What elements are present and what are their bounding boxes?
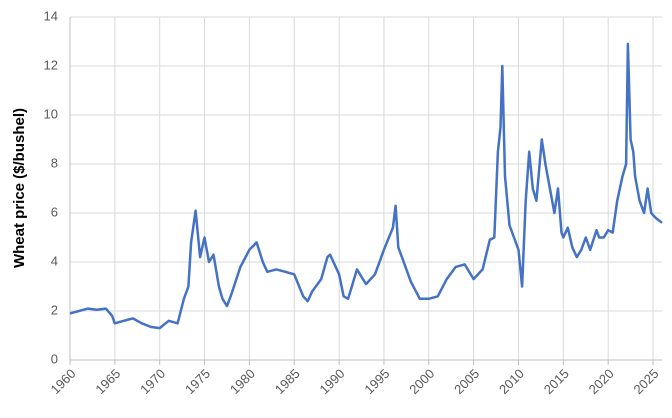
y-tick-label: 4	[51, 253, 58, 268]
x-tick-label: 2020	[586, 366, 617, 397]
x-tick-label: 1995	[361, 366, 392, 397]
y-tick-label: 14	[44, 8, 58, 23]
y-axis-label: Wheat price ($/bushel)	[11, 108, 28, 268]
x-tick-label: 1970	[137, 366, 168, 397]
x-tick-label: 1980	[227, 366, 258, 397]
y-tick-label: 12	[44, 57, 58, 72]
y-tick-label: 8	[51, 155, 58, 170]
y-tick-label: 0	[51, 351, 58, 366]
x-tick-label: 2010	[496, 366, 527, 397]
x-tick-label: 2005	[451, 366, 482, 397]
data-line	[69, 42, 663, 330]
x-tick-label: 2025	[631, 366, 662, 397]
x-tick-label: 1960	[47, 366, 78, 397]
x-tick-label: 1985	[272, 366, 303, 397]
y-tick-label: 2	[51, 302, 58, 317]
x-tick-label: 1990	[317, 366, 348, 397]
x-tick-label: 2000	[406, 366, 437, 397]
x-tick-label: 1965	[92, 366, 123, 397]
y-tick-label: 6	[51, 204, 58, 219]
x-tick-label: 1975	[182, 366, 213, 397]
x-tick-label: 2015	[541, 366, 572, 397]
y-tick-label: 10	[44, 106, 58, 121]
